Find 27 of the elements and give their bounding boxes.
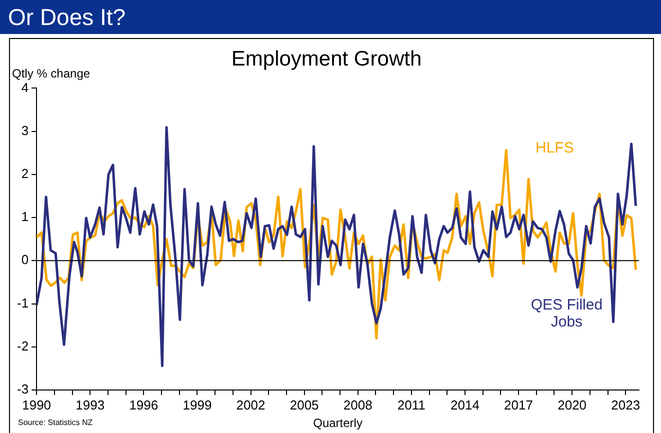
y-tick-label: -2 [16,338,29,354]
y-tick-label: 1 [21,209,29,224]
x-tick-label: 2008 [343,397,372,412]
x-tick-label: 2017 [504,397,533,412]
y-tick-label: -3 [16,382,29,397]
x-tick-label: 2011 [397,397,426,412]
x-tick-label: 2023 [611,397,640,412]
series-label: HLFS [535,140,574,157]
x-tick-label: 2014 [450,397,480,412]
y-tick-label: 3 [21,122,29,138]
x-tick-label: 1996 [129,397,158,412]
x-tick-label: 1990 [22,397,52,412]
x-axis-title: Quarterly [313,416,362,430]
x-tick-label: 2002 [236,397,266,412]
x-tick-label: 2005 [290,397,319,412]
chart-subtitle: Employment Growth [231,47,422,70]
y-tick-label: 4 [21,80,29,95]
series-label: QES Filled Jobs [530,296,603,331]
y-tick-label: 0 [21,252,29,268]
x-tick-label: 2020 [558,397,587,412]
x-tick-label: 1993 [76,397,105,412]
x-tick-label: 1999 [182,397,212,412]
y-tick-label: -1 [16,295,29,310]
y-tick-label: 2 [21,166,29,182]
chart-title: Or Does It? [0,0,661,34]
y-axis-title: Qtly % change [12,66,90,81]
source-note: Source: Statistics NZ [18,418,93,428]
